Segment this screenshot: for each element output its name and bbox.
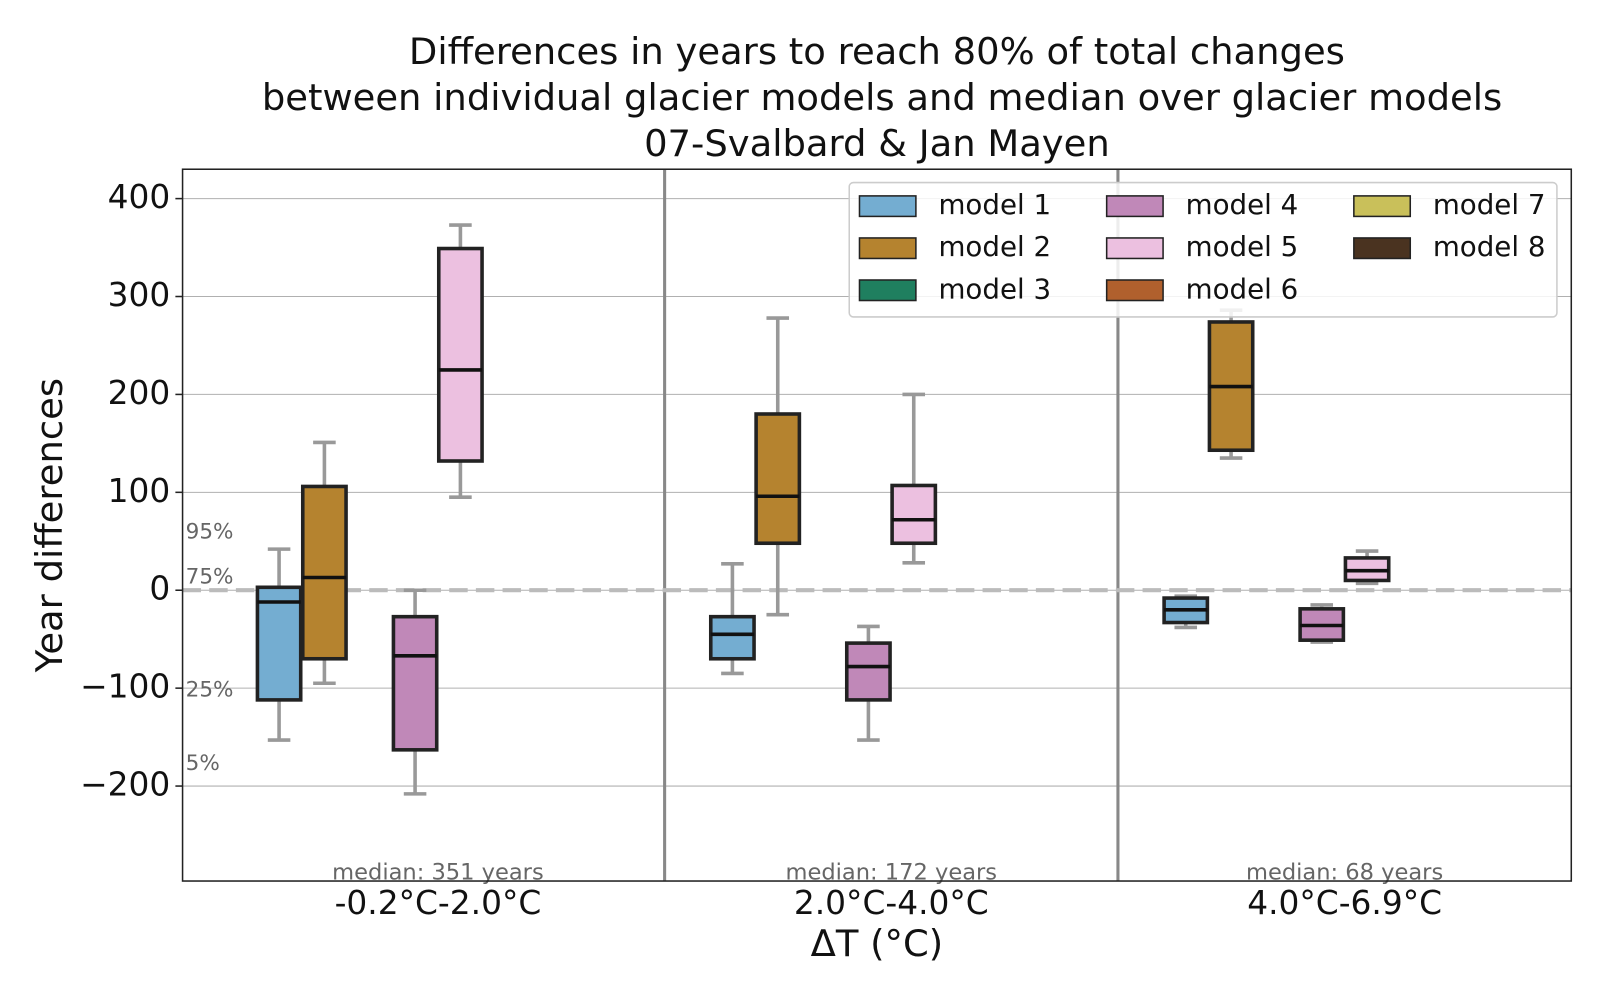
y-tick-label: 300 <box>108 276 171 314</box>
box <box>436 246 484 463</box>
y-tick-label: 100 <box>108 472 171 510</box>
box <box>255 585 303 702</box>
legend-label: model 7 <box>1433 188 1546 221</box>
x-axis-label: ΔT (°C) <box>811 922 944 965</box>
x-tick-label: 4.0°C-6.9°C <box>1247 884 1442 922</box>
legend-label: model 4 <box>1186 188 1299 221</box>
box <box>300 484 348 661</box>
box <box>391 614 439 752</box>
y-tick-label: −200 <box>80 766 170 804</box>
legend-label: model 6 <box>1186 272 1299 305</box>
plot-frame <box>181 168 1573 882</box>
box <box>890 483 938 546</box>
legend-swatch <box>858 237 917 260</box>
legend-label: model 8 <box>1433 230 1546 263</box>
legend-label: model 2 <box>938 230 1051 263</box>
box <box>708 614 756 661</box>
legend-swatch <box>858 195 917 218</box>
legend-swatch <box>1353 195 1412 218</box>
legend-label: model 3 <box>938 272 1051 305</box>
chart-title: Differences in years to reach 80% of tot… <box>409 30 1345 73</box>
box <box>754 412 802 546</box>
legend-label: model 5 <box>1186 230 1299 263</box>
legend-label: model 1 <box>938 188 1051 221</box>
percentile-label: 95% <box>186 519 234 544</box>
percentile-label: 75% <box>186 564 234 589</box>
y-tick-label: 200 <box>108 374 171 412</box>
box <box>844 641 892 702</box>
x-tick-label: -0.2°C-2.0°C <box>335 884 542 922</box>
chart-title: 07-Svalbard & Jan Mayen <box>644 122 1110 165</box>
legend-swatch <box>1105 279 1164 302</box>
percentile-label: 5% <box>186 751 220 776</box>
y-tick-label: 400 <box>108 178 171 216</box>
y-tick-label: 0 <box>149 570 170 608</box>
percentile-label: 25% <box>186 677 234 702</box>
x-tick-label: 2.0°C-4.0°C <box>794 884 989 922</box>
legend-swatch <box>1353 237 1412 260</box>
legend-swatch <box>1105 195 1164 218</box>
legend-swatch <box>858 279 917 302</box>
chart-title: between individual glacier models and me… <box>262 76 1502 119</box>
legend-swatch <box>1105 237 1164 260</box>
y-axis-label: Year differences <box>28 378 71 673</box>
y-tick-label: −100 <box>80 668 170 706</box>
